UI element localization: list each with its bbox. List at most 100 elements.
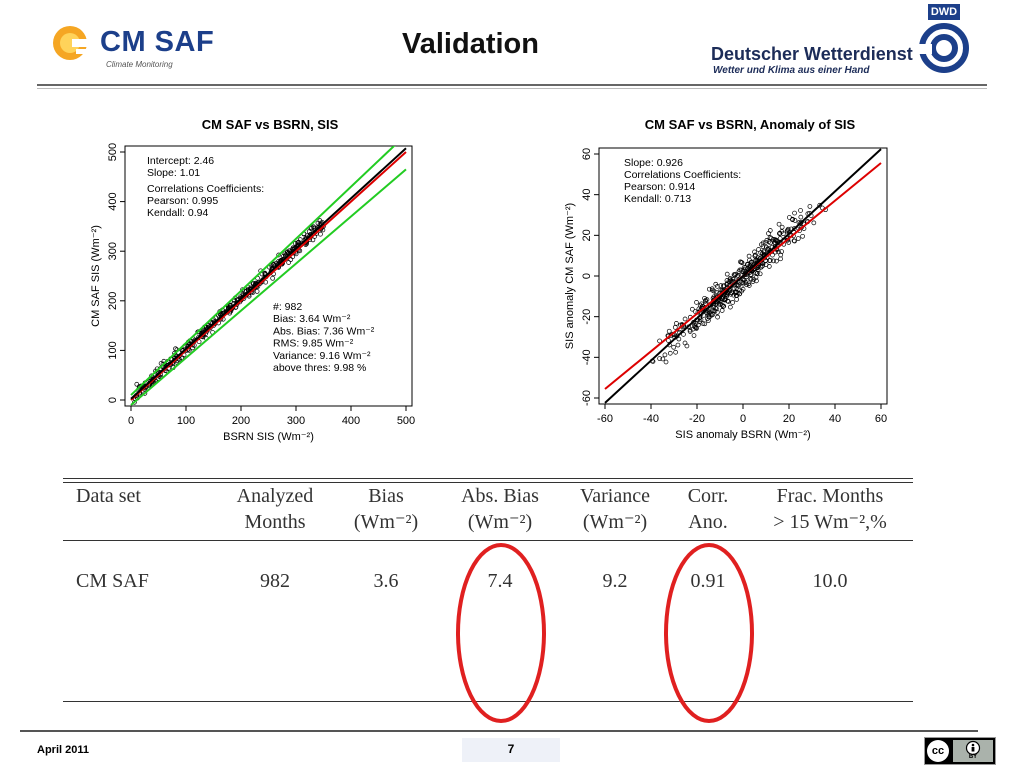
annotation-text: Slope: 1.01 — [147, 167, 200, 179]
data-point — [811, 220, 817, 226]
data-point — [689, 306, 695, 312]
data-point — [738, 259, 743, 265]
annotation-text: Correlations Coefficients: — [624, 169, 741, 181]
regression-line — [604, 148, 882, 404]
logo-main: CM SAF — [100, 26, 215, 58]
th-months-l1: Analyzed — [236, 485, 314, 507]
data-point — [730, 300, 735, 305]
data-point — [792, 218, 798, 223]
data-point — [724, 271, 730, 277]
data-point — [727, 277, 733, 283]
th-frac-l2: > 15 Wm⁻²,% — [773, 511, 887, 533]
data-point — [698, 317, 704, 323]
data-point — [684, 343, 690, 349]
cc-icon: cc — [927, 740, 949, 762]
table-top-rule — [63, 478, 913, 479]
data-point — [195, 329, 201, 335]
data-point — [694, 300, 699, 305]
data-point — [758, 250, 764, 255]
th-bias-l1: Bias — [368, 485, 404, 507]
data-point — [760, 244, 766, 250]
data-point — [746, 253, 752, 259]
data-point — [706, 286, 712, 292]
data-point — [786, 240, 792, 245]
data-point — [710, 287, 715, 293]
page-title: Validation — [402, 28, 539, 60]
table-bottom-rule — [63, 701, 913, 702]
data-point — [134, 381, 140, 387]
data-point — [671, 344, 677, 350]
data-point — [787, 215, 792, 220]
data-point — [750, 279, 756, 284]
y-tick-label: -60 — [581, 390, 593, 406]
data-point — [749, 259, 754, 265]
data-point — [697, 302, 703, 308]
dwd-badge: DWD — [928, 4, 960, 20]
annotation-text: Kendall: 0.713 — [624, 193, 691, 205]
annotation-text: Intercept: 2.46 — [147, 155, 214, 167]
data-point — [728, 304, 733, 310]
data-point — [271, 261, 277, 267]
annotation-text: Pearson: 0.995 — [147, 195, 218, 207]
data-point — [254, 289, 260, 294]
data-point — [715, 284, 720, 289]
y-tick-label: 0 — [581, 273, 593, 279]
data-point — [663, 359, 669, 365]
annotation-text: Bias: 3.64 Wm⁻² — [273, 313, 351, 325]
data-point — [733, 289, 738, 295]
data-point — [767, 240, 773, 246]
data-point — [706, 318, 711, 323]
x-tick-label: 0 — [128, 415, 134, 427]
header-rule-thin — [37, 88, 987, 89]
data-point — [792, 226, 797, 231]
y-tick-label: -20 — [581, 309, 593, 325]
data-point — [779, 224, 785, 230]
data-point — [731, 272, 737, 277]
data-point — [743, 280, 749, 285]
data-point — [674, 321, 679, 326]
data-point — [753, 257, 759, 263]
x-tick-label: -60 — [597, 413, 613, 425]
data-point — [742, 264, 747, 270]
y-axis-label: SIS anomaly CM SAF (Wm⁻²) — [564, 203, 576, 349]
dwd-name: Deutscher Wetterdienst — [711, 44, 913, 64]
y-tick-label: 0 — [107, 397, 119, 403]
data-point — [715, 310, 720, 315]
regression-line — [130, 147, 407, 400]
data-point — [795, 236, 801, 241]
th-variance-l1: Variance — [580, 485, 650, 507]
data-point — [687, 329, 693, 334]
data-point — [798, 220, 804, 225]
th-absbias-l2: (Wm⁻²) — [467, 511, 533, 533]
dwd-swirl-icon — [918, 23, 969, 73]
data-point — [715, 314, 720, 320]
data-point — [672, 324, 678, 330]
y-tick-label: -40 — [581, 349, 593, 365]
logo-sub: Climate Monitoring — [106, 60, 173, 69]
x-tick-label: 40 — [829, 413, 841, 425]
data-point — [767, 235, 773, 240]
highlight-ellipse-corr — [664, 543, 754, 723]
data-point — [734, 297, 739, 302]
data-point — [667, 350, 673, 356]
data-point — [792, 210, 797, 216]
th-corr-l1: Corr. — [687, 485, 729, 507]
scatter-chart-sis: 0 100 200 300 400 500 0 100 200 300 400 500 BSRN SIS… — [90, 143, 415, 443]
data-point — [817, 202, 823, 208]
th-variance-l2: (Wm⁻²) — [582, 511, 648, 533]
by-panel: BY — [953, 740, 993, 762]
annotation-text: Abs. Bias: 7.36 Wm⁻² — [273, 325, 375, 337]
data-point — [281, 253, 286, 259]
data-point — [720, 304, 726, 309]
data-point — [682, 316, 688, 322]
data-point — [755, 267, 761, 272]
sun-logo-icon — [53, 26, 100, 60]
data-point — [702, 295, 707, 301]
data-point — [766, 231, 771, 236]
data-point — [276, 252, 282, 258]
y-tick-label: 500 — [107, 143, 119, 161]
td-frac: 10.0 — [812, 570, 848, 592]
data-point — [768, 258, 773, 263]
data-point — [731, 292, 736, 298]
data-point — [666, 328, 672, 334]
